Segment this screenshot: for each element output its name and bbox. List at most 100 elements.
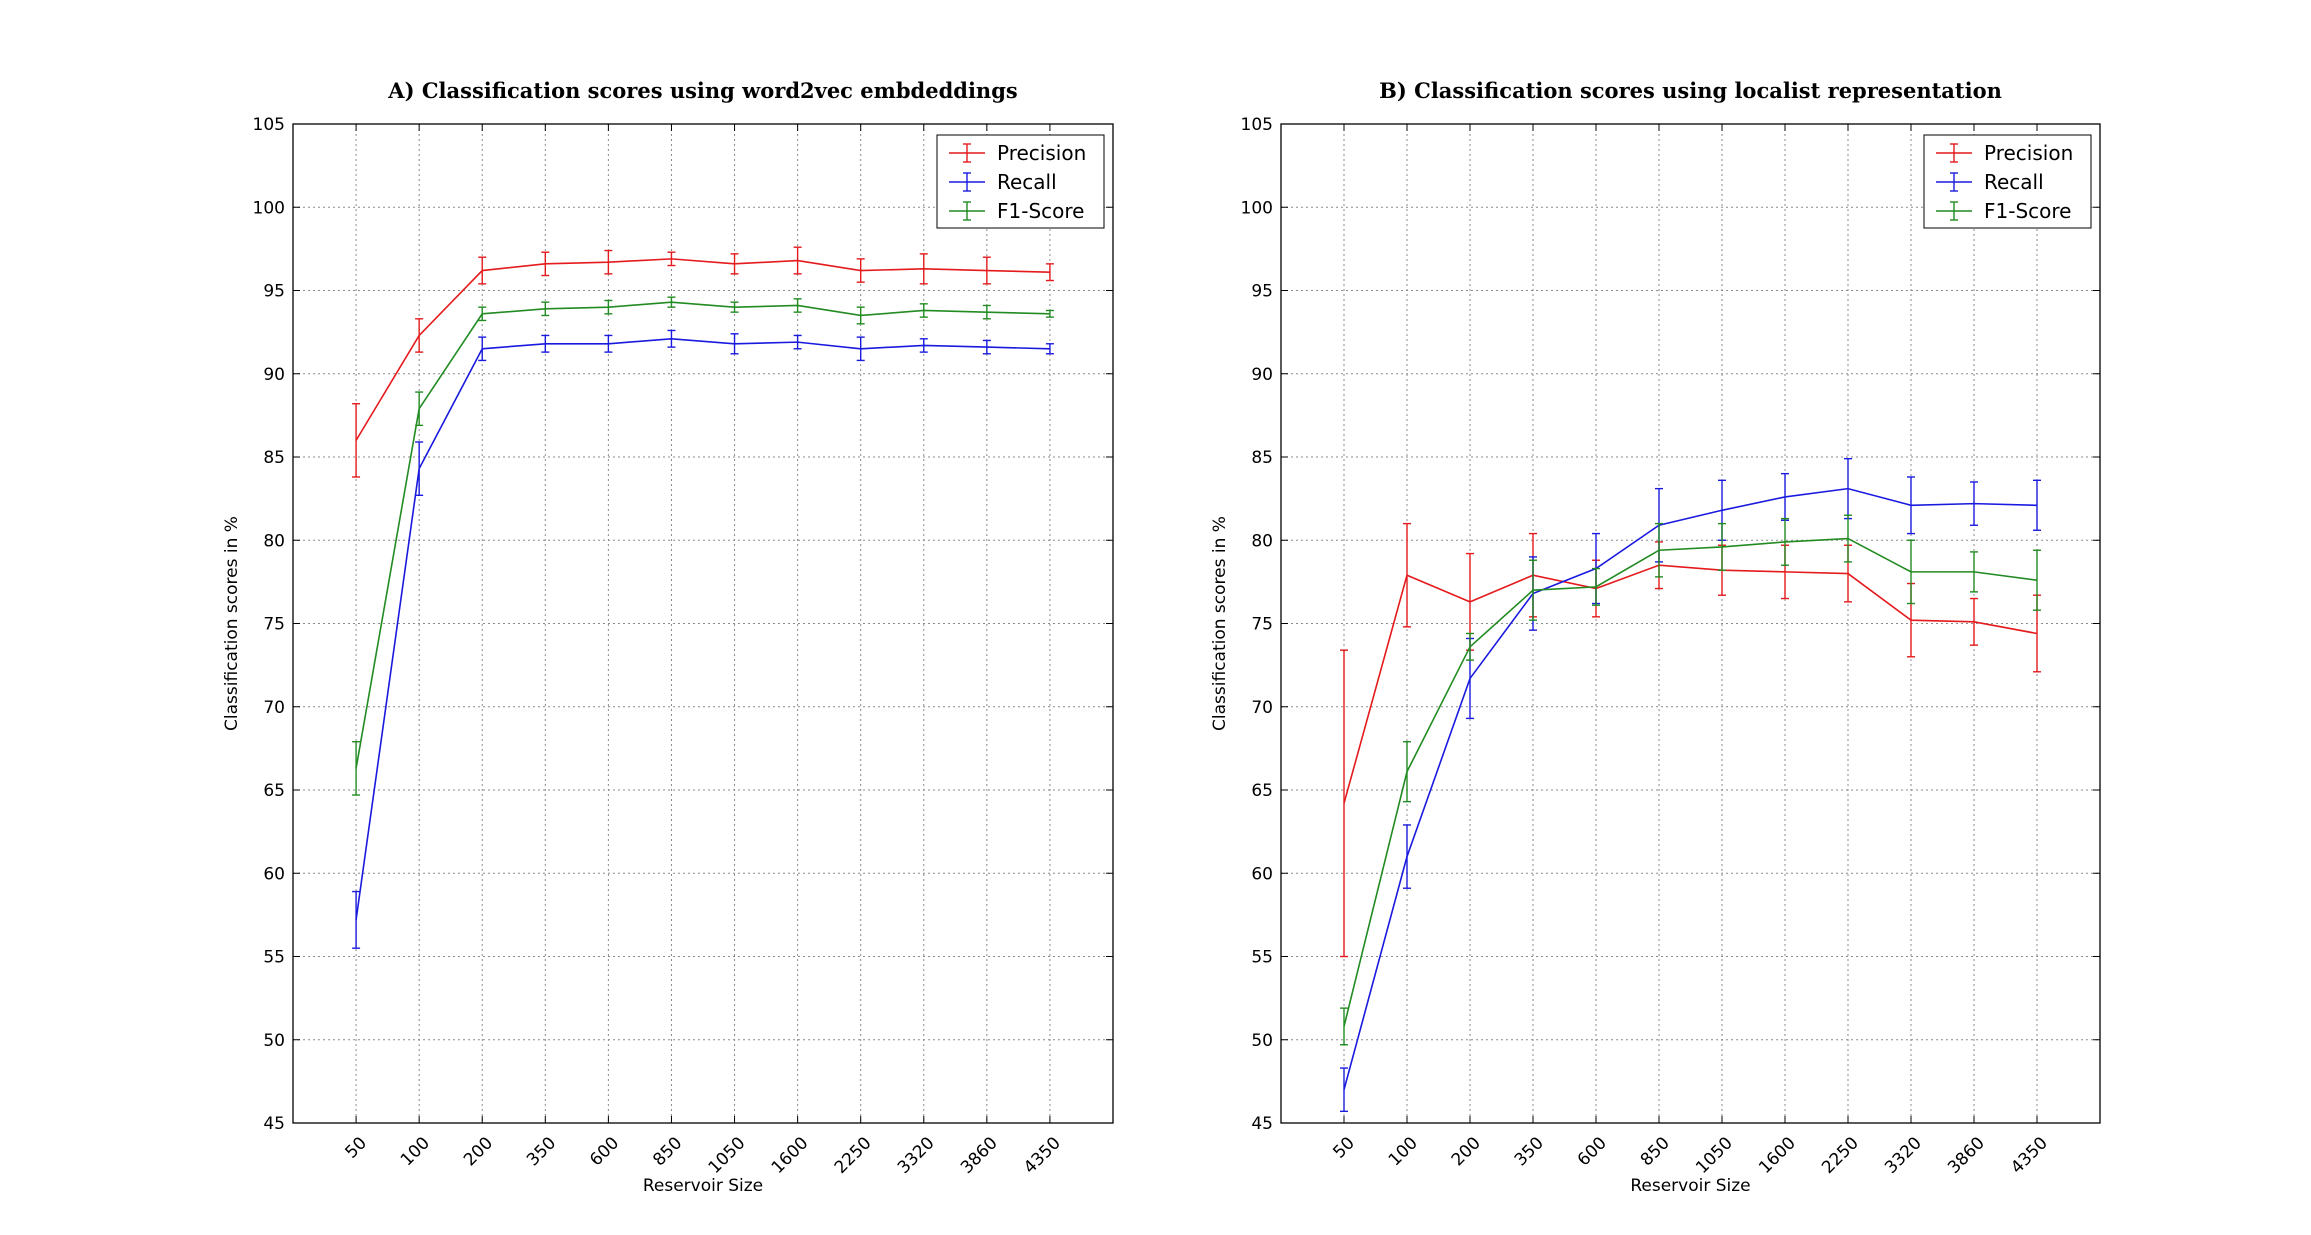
x-tick-label: 1600 — [1755, 1133, 1800, 1178]
x-tick-label: 600 — [1574, 1133, 1611, 1170]
error-bar-precision — [667, 251, 676, 267]
y-tick-label: 70 — [1251, 698, 1273, 718]
error-bar-f1-score — [1907, 539, 1915, 605]
y-tick-label: 85 — [1251, 448, 1273, 468]
error-bar-f1-score — [1970, 551, 1978, 593]
legend-item: Precision — [949, 141, 1086, 165]
error-bar-precision — [1045, 263, 1054, 282]
y-axis-label: Classification scores in % — [1210, 516, 1230, 731]
x-tick-label: 3320 — [894, 1133, 939, 1178]
y-tick-label: 100 — [1241, 198, 1273, 218]
chart-panel-b: B) Classification scores using localist … — [1210, 78, 2101, 1196]
error-bar-f1-score — [2033, 549, 2041, 611]
y-tick-label: 45 — [263, 1114, 285, 1134]
error-bar-recall — [730, 333, 739, 355]
x-tick-label: 4350 — [1020, 1133, 1065, 1178]
y-tick-label: 100 — [253, 198, 285, 218]
error-bar-f1-score — [478, 306, 487, 322]
error-bar-f1-score — [1592, 567, 1600, 606]
error-bar-recall — [1403, 824, 1411, 889]
y-tick-label: 55 — [1251, 948, 1273, 968]
x-tick-label: 1050 — [1692, 1133, 1737, 1178]
error-bar-recall — [604, 334, 613, 353]
error-bar-precision — [541, 251, 550, 277]
legend: Precision Recall F1-Score — [1923, 134, 2092, 229]
y-tick-label: 75 — [263, 615, 285, 635]
error-bar-precision — [856, 258, 865, 283]
y-tick-label: 50 — [1251, 1031, 1273, 1051]
legend: Precision Recall F1-Score — [936, 134, 1105, 229]
x-tick-label: 4350 — [2007, 1133, 2052, 1178]
x-axis-label: Reservoir Size — [643, 1176, 763, 1196]
legend-label: Recall — [1984, 170, 2044, 194]
error-bar-recall — [478, 336, 487, 362]
legend-item: Recall — [1936, 170, 2044, 194]
error-bar-recall — [415, 441, 424, 496]
error-bar-precision — [1403, 522, 1411, 628]
x-tick-label: 3860 — [957, 1133, 1002, 1178]
error-bar-f1-score — [1403, 741, 1411, 803]
y-tick-label: 65 — [1251, 781, 1273, 801]
series-line-f1-score — [355, 301, 1050, 769]
error-bar-f1-score — [1781, 517, 1789, 566]
legend-item: F1-Score — [1936, 199, 2071, 223]
error-bar-f1-score — [415, 391, 424, 427]
x-tick-label: 50 — [1329, 1133, 1358, 1162]
error-bar-f1-score — [856, 306, 865, 325]
x-tick-label: 1600 — [768, 1133, 813, 1178]
y-tick-label: 105 — [253, 115, 285, 135]
error-bar-f1-score — [1718, 522, 1726, 571]
series-line-recall — [355, 337, 1050, 920]
y-tick-label: 50 — [263, 1031, 285, 1051]
error-bar-recall — [982, 339, 991, 355]
x-tick-label: 200 — [1448, 1133, 1485, 1170]
legend-label: Recall — [997, 170, 1057, 194]
error-bar-f1-score — [1844, 514, 1852, 563]
y-tick-label: 75 — [1251, 615, 1273, 635]
series-line-precision — [1343, 564, 2038, 804]
y-tick-label: 70 — [263, 698, 285, 718]
chart-title: B) Classification scores using localist … — [1379, 78, 2002, 103]
error-bar-f1-score — [919, 303, 928, 318]
x-tick-label: 200 — [460, 1133, 497, 1170]
y-tick-label: 45 — [1251, 1114, 1273, 1134]
error-bar-recall — [2033, 479, 2041, 531]
x-tick-label: 2250 — [831, 1133, 876, 1178]
error-bar-recall — [352, 890, 361, 949]
y-tick-label: 65 — [263, 781, 285, 801]
y-tick-label: 60 — [263, 864, 285, 884]
x-tick-label: 100 — [397, 1133, 434, 1170]
y-tick-label: 90 — [1251, 365, 1273, 385]
x-tick-label: 2250 — [1818, 1133, 1863, 1178]
error-bar-recall — [1045, 343, 1054, 355]
x-tick-label: 50 — [341, 1133, 370, 1162]
y-tick-label: 95 — [263, 282, 285, 302]
legend-label: F1-Score — [997, 199, 1084, 223]
y-tick-label: 95 — [1251, 282, 1273, 302]
error-bar-precision — [478, 256, 487, 285]
x-tick-label: 3860 — [1944, 1133, 1989, 1178]
error-bar-precision — [982, 256, 991, 285]
legend-item: F1-Score — [949, 199, 1084, 223]
error-bar-recall — [1907, 476, 1915, 535]
x-tick-label: 850 — [1637, 1133, 1674, 1170]
error-bar-f1-score — [1340, 1007, 1348, 1046]
y-tick-label: 60 — [1251, 864, 1273, 884]
error-bar-recall — [667, 329, 676, 348]
series-line-precision — [355, 258, 1050, 441]
y-tick-label: 90 — [263, 365, 285, 385]
error-bar-f1-score — [982, 304, 991, 320]
series-line-recall — [1343, 487, 2038, 1090]
y-tick-label: 85 — [263, 448, 285, 468]
error-bar-f1-score — [667, 296, 676, 308]
legend-label: Precision — [1984, 141, 2073, 165]
error-bar-f1-score — [1045, 309, 1054, 318]
chart-panel-a: A) Classification scores using word2vec … — [222, 78, 1114, 1196]
error-bar-precision — [793, 246, 802, 275]
error-bar-recall — [856, 336, 865, 362]
error-bar-f1-score — [604, 299, 613, 315]
x-tick-label: 600 — [586, 1133, 623, 1170]
y-tick-label: 105 — [1241, 115, 1273, 135]
error-bar-f1-score — [793, 298, 802, 313]
